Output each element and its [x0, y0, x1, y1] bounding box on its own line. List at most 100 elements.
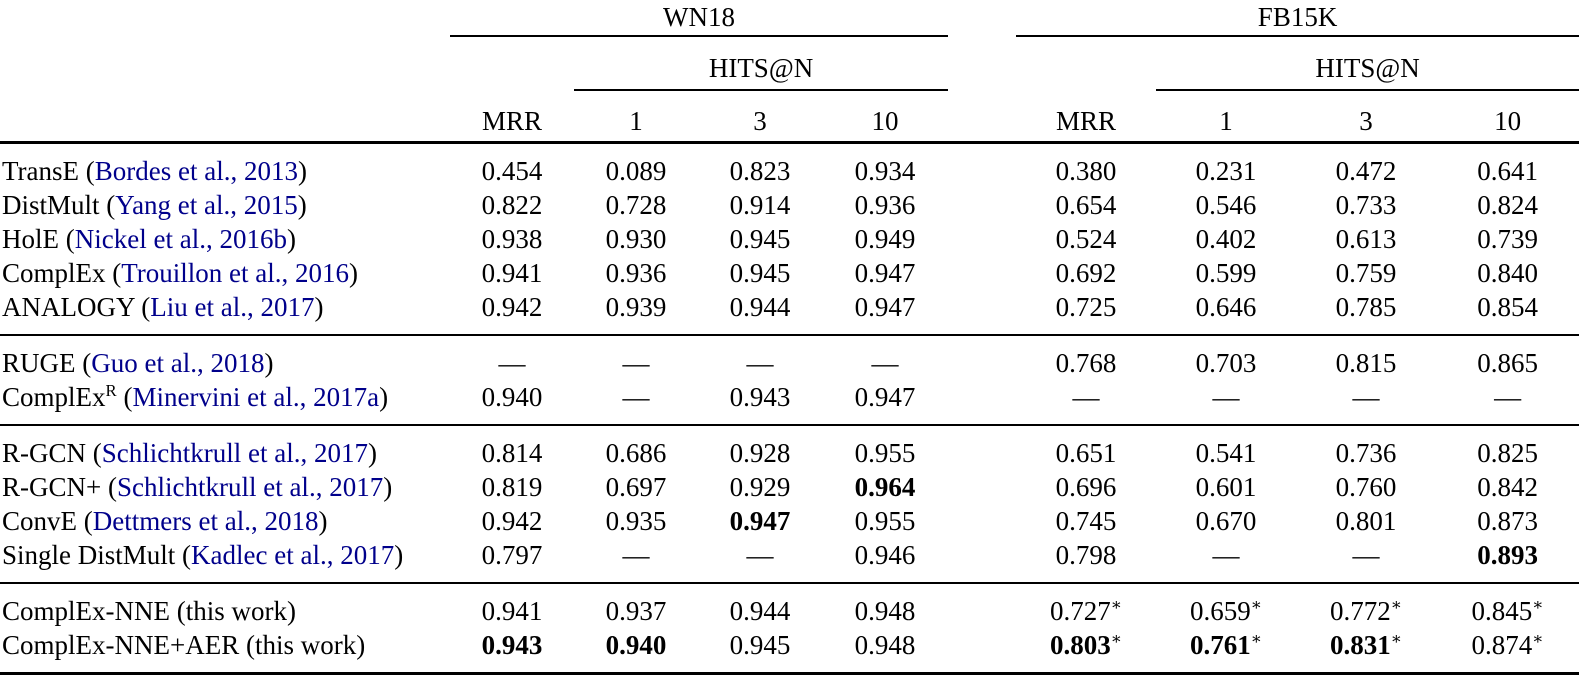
table-row: ComplEx-NNE+AER (this work) 0.943 0.940 0.9… [0, 628, 1579, 675]
citation-link[interactable]: Liu et al., 2017 [150, 292, 315, 322]
significance-star: ∗ [1532, 629, 1544, 648]
metric-value-cell: 0.736 [1296, 424, 1437, 470]
metric-value: 0.646 [1195, 292, 1257, 322]
metric-value: 0.728 [605, 190, 667, 220]
metric-value-cell: 0.947 [822, 380, 948, 425]
method-cell: HolE (Nickel et al., 2016b) [2, 224, 296, 254]
metric-value-cell: 0.842 [1436, 470, 1579, 504]
metric-value: 0.930 [605, 224, 667, 254]
metric-value: 0.874 [1471, 630, 1533, 660]
citation-link[interactable]: Schlichtkrull et al., 2017 [116, 472, 384, 502]
metric-value: 0.725 [1055, 292, 1117, 322]
metric-value-cell: 0.938 [450, 222, 574, 256]
metric-value-cell: 0.947 [698, 504, 822, 538]
method-name: Single DistMult [2, 540, 176, 570]
metric-value: 0.696 [1055, 472, 1117, 502]
metric-value-cell: 0.725 [1016, 290, 1156, 335]
method-cell: ComplEx-NNE (this work) [0, 582, 450, 628]
metric-value-cell: 0.943 [450, 628, 574, 675]
metric-value-cell: 0.696 [1016, 470, 1156, 504]
significance-star: ∗ [1532, 595, 1544, 614]
metric-value: 0.840 [1477, 258, 1538, 288]
metric-value-cell: 0.840 [1436, 256, 1579, 290]
metric-value-cell: 0.785 [1296, 290, 1436, 335]
column-spacer [948, 424, 1017, 470]
method-name: ComplEx-NNE+AER [2, 630, 240, 660]
missing-value: — [1494, 382, 1522, 412]
method-cell: ComplEx (Trouillon et al., 2016) [2, 258, 359, 288]
citation-link[interactable]: Schlichtkrull et al., 2017 [101, 438, 368, 468]
method-name: R-GCN [2, 438, 87, 468]
metric-value: 0.601 [1195, 472, 1257, 502]
citation-link[interactable]: Minervini et al., 2017a [132, 382, 380, 412]
metric-value: 0.659 [1189, 596, 1251, 626]
metric-value-cell: 0.873 [1436, 504, 1579, 538]
metric-value: 0.949 [854, 224, 916, 254]
blank-over-mrr [1016, 36, 1156, 90]
metric-value-cell: 0.798 [1016, 538, 1156, 583]
citation-link[interactable]: Kadlec et al., 2017 [191, 540, 395, 570]
metric-value: 0.947 [854, 258, 916, 288]
metric-header-fb15k-10: 10 [1436, 90, 1579, 144]
metric-value-cell: — [1156, 380, 1296, 425]
column-spacer [948, 582, 1017, 628]
column-spacer [948, 36, 1016, 90]
metric-value-cell: 0.945 [698, 256, 822, 290]
table-row: R-GCN+ (Schlichtkrull et al., 2017) 0.819… [0, 470, 1579, 504]
metric-value-cell: 0.854 [1436, 290, 1579, 335]
metric-value: 0.231 [1195, 156, 1257, 186]
metric-value-cell: 0.613 [1296, 222, 1436, 256]
method-note: this work [185, 596, 287, 626]
metric-value: 0.947 [854, 292, 916, 322]
metric-value: 0.943 [729, 382, 791, 412]
metric-value: 0.893 [1477, 540, 1538, 570]
method-name: ANALOGY [2, 292, 135, 322]
significance-star: ∗ [1250, 629, 1263, 648]
significance-star: ∗ [1390, 629, 1403, 648]
metric-value: 0.823 [729, 156, 791, 186]
metric-value-cell: 0.739 [1436, 222, 1579, 256]
column-spacer [948, 470, 1016, 504]
corner-blank [0, 90, 450, 144]
metric-value: 0.945 [729, 258, 791, 288]
metric-value: 0.815 [1335, 348, 1397, 378]
citation-link[interactable]: Trouillon et al., 2016 [121, 258, 350, 288]
table-row: ConvE (Dettmers et al., 2018) 0.942 0.935 0… [0, 504, 1579, 538]
metric-header-wn18-mrr: MRR [450, 90, 574, 144]
method-name: ComplEx [2, 382, 106, 412]
metric-value-cell: 0.939 [574, 290, 698, 335]
metric-value: 0.541 [1195, 438, 1257, 468]
column-spacer [948, 90, 1017, 144]
metric-header-wn18-3: 3 [698, 90, 822, 144]
method-name: ConvE [2, 506, 78, 536]
citation-link[interactable]: Dettmers et al., 2018 [92, 506, 319, 536]
metric-value: 0.955 [854, 506, 916, 536]
citation-link[interactable]: Nickel et al., 2016b [74, 224, 287, 254]
dataset-header-fb15k: FB15K [1016, 0, 1579, 37]
metric-value: 0.914 [729, 190, 791, 220]
metric-value: 0.842 [1477, 472, 1538, 502]
metric-value: 0.935 [605, 506, 667, 536]
metric-value-cell: 0.941 [450, 256, 574, 290]
metric-value-cell: 0.692 [1016, 256, 1156, 290]
column-spacer [948, 222, 1016, 256]
metric-value-cell: — [822, 334, 949, 380]
citation-link[interactable]: Yang et al., 2015 [115, 190, 298, 220]
metric-value: 0.825 [1477, 438, 1538, 468]
citation-link[interactable]: Guo et al., 2018 [91, 348, 265, 378]
metric-value-cell: 0.646 [1156, 290, 1296, 335]
hits-header-fb15k: HITS@N [1156, 36, 1579, 91]
table-row: R-GCN (Schlichtkrull et al., 2017) 0.814 0… [0, 424, 1579, 470]
metric-value-cell: 0.231 [1156, 143, 1296, 189]
metric-value-cell: 0.733 [1296, 188, 1436, 222]
citation-link[interactable]: Bordes et al., 2013 [94, 156, 298, 186]
metric-value-cell: — [574, 334, 698, 380]
metric-value-cell: — [1156, 538, 1296, 583]
method-cell: ComplExR (Minervini et al., 2017a) [2, 381, 389, 412]
metric-value-cell: 0.823 [698, 143, 822, 189]
metric-value-cell: 0.727∗ [1016, 582, 1157, 628]
metric-value-cell: 0.955 [822, 504, 948, 538]
metric-value: 0.524 [1055, 224, 1117, 254]
metric-value: 0.941 [481, 258, 543, 288]
metric-header-wn18-1: 1 [574, 90, 698, 144]
